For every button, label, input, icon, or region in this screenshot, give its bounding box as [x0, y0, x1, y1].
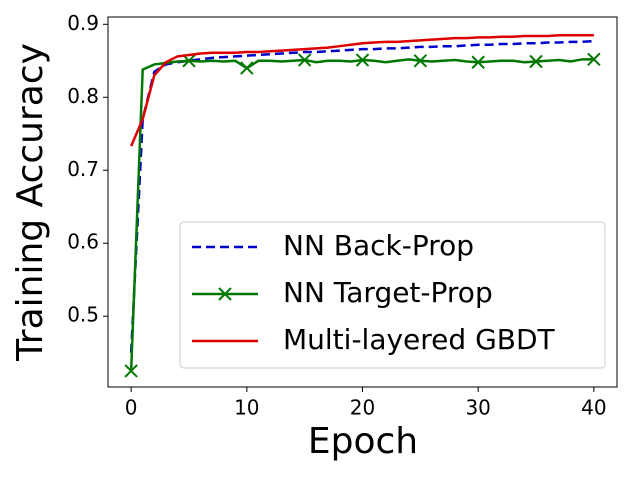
- plot-frame: [107, 16, 618, 388]
- x-tick-label: 10: [234, 396, 259, 420]
- marker: [529, 54, 543, 69]
- series-line: [129, 39, 594, 353]
- marker: [413, 54, 428, 68]
- y-tick-label: 0.8: [67, 84, 99, 108]
- legend-box: [179, 221, 606, 369]
- marker: [240, 61, 254, 75]
- x-tick-label: 0: [125, 396, 138, 420]
- marker: [124, 364, 138, 378]
- y-tick-label: 0.6: [67, 230, 99, 254]
- series-line: [129, 33, 594, 147]
- legend-label: NN Back-Prop: [283, 229, 474, 262]
- marker: [182, 54, 196, 68]
- y-tick-label: 0.9: [67, 11, 99, 35]
- x-axis-label: Epoch: [308, 421, 418, 462]
- x-tick-label: 30: [465, 396, 490, 420]
- marker: [297, 53, 312, 67]
- marker: [471, 55, 485, 69]
- y-tick-label: 0.7: [67, 157, 99, 181]
- legend-label: NN Target-Prop: [283, 276, 493, 309]
- y-axis-label: Training Accuracy: [10, 43, 51, 362]
- marker: [355, 53, 370, 67]
- legend-marker: [218, 287, 232, 301]
- legend-label: Multi-layered GBDT: [283, 323, 556, 356]
- x-tick-label: 40: [581, 396, 606, 420]
- x-tick-label: 20: [350, 396, 375, 420]
- y-tick-label: 0.5: [67, 303, 99, 327]
- marker: [587, 52, 601, 67]
